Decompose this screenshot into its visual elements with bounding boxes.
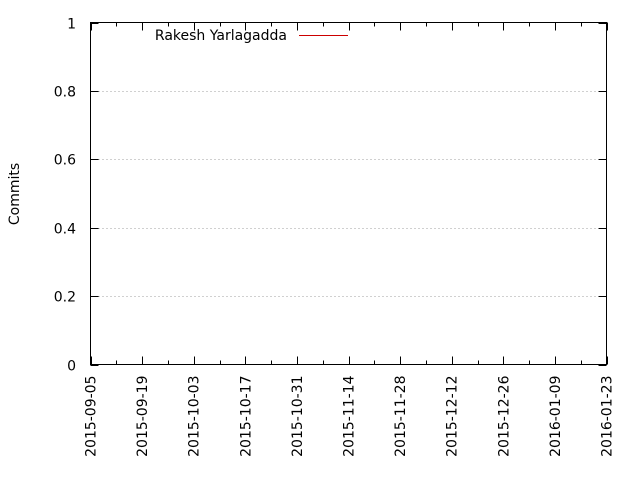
legend-label-rakesh-yarlagadda: Rakesh Yarlagadda: [155, 28, 287, 44]
grid-lines: [90, 91, 607, 297]
x-tick-label: 2015-09-05: [84, 376, 100, 457]
x-tick-label: 2015-12-26: [496, 375, 512, 456]
x-tick-label: 2015-12-12: [445, 376, 461, 457]
y-tick-label: 0: [67, 359, 76, 375]
y-tick-label: 0.4: [54, 222, 76, 238]
legend: Rakesh Yarlagadda: [155, 28, 348, 44]
x-tick-label: 2015-10-31: [290, 376, 306, 457]
x-tick-label: 2016-01-23: [600, 376, 616, 457]
x-tick-label: 2015-10-17: [238, 376, 254, 457]
y-axis-tick-labels: 0 0.2 0.4 0.6 0.8 1: [54, 17, 76, 375]
y-tick-label: 1: [67, 17, 76, 33]
y-tick-label: 0.2: [54, 290, 76, 306]
plot-frame: [90, 22, 607, 365]
x-tick-label: 2015-11-14: [342, 375, 358, 456]
x-tick-label: 2015-09-19: [135, 376, 151, 457]
x-axis-tick-labels: 2015-09-05 2015-09-19 2015-10-03 2015-10-17…: [84, 375, 616, 456]
x-tick-label: 2015-11-28: [393, 376, 409, 457]
x-tick-label: 2015-10-03: [187, 376, 203, 457]
y-tick-label: 0.8: [54, 85, 76, 101]
x-tick-label: 2016-01-09: [548, 376, 564, 457]
axis-ticks: [90, 22, 608, 366]
y-axis-title: Commits: [7, 163, 23, 225]
y-tick-label: 0.6: [54, 153, 76, 169]
